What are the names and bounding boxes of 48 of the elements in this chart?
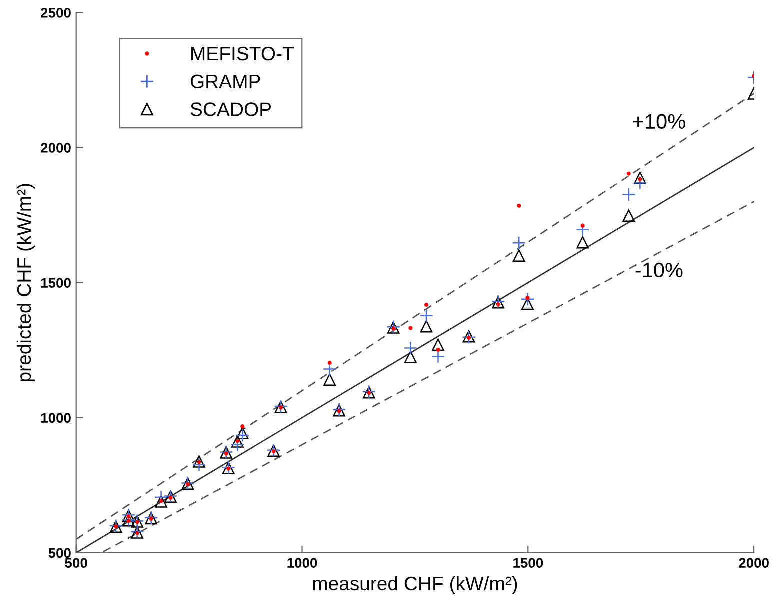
point: [512, 250, 526, 262]
legend-label: GRAMP: [190, 74, 260, 89]
point: [324, 374, 336, 386]
annotation: +10%: [633, 114, 686, 130]
point: [580, 224, 585, 228]
point: [436, 348, 440, 352]
y-tick-label: 500: [48, 548, 71, 558]
point: [520, 292, 535, 306]
x-tick-label: 1000: [288, 558, 318, 568]
y-tick-label: 2500: [41, 8, 71, 18]
point: [431, 350, 446, 364]
point: [432, 338, 444, 352]
point: [231, 435, 244, 448]
point: [236, 428, 250, 442]
point: [633, 176, 648, 190]
point: [155, 495, 168, 508]
annotation: -10%: [636, 262, 683, 278]
x-tick-label: 1500: [514, 558, 544, 568]
point: [424, 302, 429, 308]
legend-label: SCADOP: [190, 102, 272, 116]
point: [193, 455, 206, 468]
y-axis-title: predicted CHF (kW/m²): [16, 184, 36, 382]
point: [240, 424, 245, 429]
point: [408, 326, 413, 330]
point: [626, 172, 631, 176]
point: [517, 204, 522, 208]
point: [622, 188, 636, 202]
point: [404, 350, 417, 364]
point: [230, 438, 245, 452]
x-axis-title: measured CHF (kW/m²): [313, 576, 518, 594]
y-tick-label: 2000: [41, 143, 71, 153]
point: [512, 236, 526, 250]
point: [154, 490, 168, 504]
point: [420, 320, 433, 333]
point: [420, 308, 434, 323]
x-tick-label: 2000: [739, 558, 769, 568]
point: [192, 458, 206, 472]
point: [526, 296, 530, 300]
legend-label: MEFISTO-T: [192, 46, 294, 61]
point: [622, 210, 636, 222]
y-tick-label: 1000: [41, 413, 71, 424]
point: [236, 427, 249, 440]
point: [404, 341, 418, 356]
point: [576, 236, 590, 249]
point: [328, 361, 332, 366]
point: [576, 223, 590, 237]
y-tick-label: 1500: [41, 278, 71, 288]
x-tick-label: 500: [65, 558, 88, 568]
